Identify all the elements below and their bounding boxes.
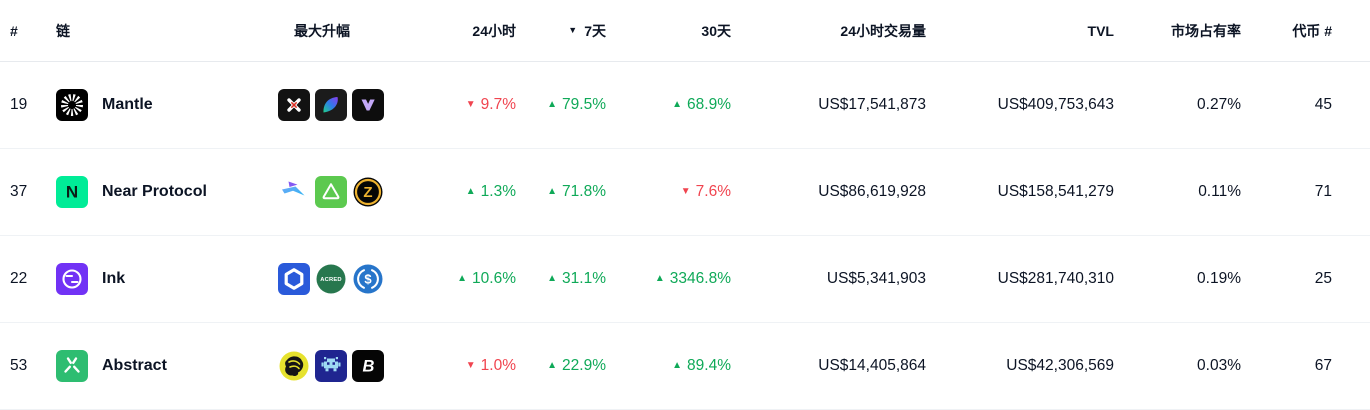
chain-cell[interactable]: N Near Protocol (56, 176, 278, 208)
up-arrow-icon: ▲ (547, 98, 558, 110)
svg-text:B: B (363, 358, 375, 376)
up-arrow-icon: ▲ (547, 185, 558, 197)
up-arrow-icon: ▲ (672, 98, 683, 110)
table-row[interactable]: 37 N Near Protocol Z ▲ 1.3% ▲ 71.8% (0, 149, 1370, 236)
change-7d: ▲ 79.5% (547, 96, 606, 113)
chain-cell[interactable]: Ink (56, 263, 278, 295)
mantle-chain-icon (56, 89, 88, 121)
header-24h-volume[interactable]: 24小时交易量 (840, 22, 926, 39)
table-row[interactable]: 22 Ink ACRED $ ▲ 10.6% ▲ 31.1% (0, 236, 1370, 323)
up-arrow-icon: ▲ (457, 272, 468, 284)
top-gainers-cell: Z (278, 176, 430, 208)
header-market-share[interactable]: 市场占有率 (1171, 22, 1241, 39)
change-7d: ▲ 22.9% (547, 357, 606, 374)
up-arrow-icon: ▲ (672, 359, 683, 371)
change-24h: ▼ 9.7% (465, 96, 516, 113)
volume-24h: US$5,341,903 (826, 270, 926, 287)
top-gainers-cell (278, 89, 430, 121)
up-arrow-icon: ▲ (547, 272, 558, 284)
table-row[interactable]: 19 Mantle ▼ 9.7% ▲ 79.5% ▲ (0, 62, 1370, 149)
gradient-teardrop-token-icon[interactable] (315, 89, 347, 121)
header-rank[interactable]: # (10, 22, 18, 39)
chain-name: Near Protocol (102, 183, 207, 200)
tokens-count: 67 (1314, 357, 1332, 374)
tvl-value: US$281,740,310 (997, 270, 1114, 287)
header-chain[interactable]: 链 (56, 22, 70, 39)
change-30d: ▼ 7.6% (680, 183, 731, 200)
change-24h: ▲ 10.6% (457, 270, 516, 287)
blue-purple-bird-token-icon[interactable] (278, 176, 310, 208)
down-arrow-icon: ▼ (680, 185, 691, 197)
header-tokens-count[interactable]: 代币 # (1292, 22, 1332, 39)
change-7d: ▲ 71.8% (547, 183, 606, 200)
usdc-token-icon[interactable]: $ (352, 263, 384, 295)
header-24h[interactable]: 24小时 (472, 22, 516, 39)
sort-desc-icon: ▼ (568, 24, 578, 35)
header-7d[interactable]: ▼ 7天 (568, 22, 606, 39)
tvl-value: US$42,306,569 (1006, 357, 1114, 374)
ink-chain-icon (56, 263, 88, 295)
header-30d[interactable]: 30天 (701, 22, 731, 39)
market-share: 0.27% (1197, 96, 1241, 113)
change-30d: ▲ 3346.8% (654, 270, 731, 287)
volume-24h: US$86,619,928 (818, 183, 926, 200)
black-x-token-icon[interactable] (278, 89, 310, 121)
change-24h: ▲ 1.3% (465, 183, 516, 200)
green-triangle-token-icon[interactable] (315, 176, 347, 208)
down-arrow-icon: ▼ (465, 98, 476, 110)
rank: 19 (10, 96, 28, 113)
change-30d: ▲ 68.9% (672, 96, 731, 113)
header-top-gainers[interactable]: 最大升幅 (294, 22, 350, 39)
rank-cell: 19 (10, 96, 56, 114)
change-24h: ▼ 1.0% (465, 357, 516, 374)
rank-cell: 53 (10, 357, 56, 375)
change-7d: ▲ 31.1% (547, 270, 606, 287)
yellow-character-token-icon[interactable] (278, 350, 310, 382)
header-tvl[interactable]: TVL (1087, 22, 1114, 39)
rank: 37 (10, 183, 28, 200)
rank-cell: 37 (10, 183, 56, 201)
svg-text:N: N (66, 183, 78, 202)
market-share: 0.19% (1197, 270, 1241, 287)
tvl-value: US$158,541,279 (997, 183, 1114, 200)
purple-v-token-icon[interactable] (352, 89, 384, 121)
chainlink-hexagon-token-icon[interactable] (278, 263, 310, 295)
chain-name: Mantle (102, 96, 153, 113)
svg-text:ACRED: ACRED (320, 277, 342, 283)
rank-cell: 22 (10, 270, 56, 288)
down-arrow-icon: ▼ (465, 359, 476, 371)
rank: 53 (10, 357, 28, 374)
table-header: # 链 最大升幅 24小时 ▼ 7天 30天 24小时交易量 TVL 市场占有率… (0, 0, 1370, 62)
near-chain-icon: N (56, 176, 88, 208)
market-share: 0.11% (1198, 183, 1241, 200)
abstract-chain-icon (56, 350, 88, 382)
black-b-token-icon[interactable]: B (352, 350, 384, 382)
change-30d: ▲ 89.4% (672, 357, 731, 374)
top-gainers-cell: ACRED $ (278, 263, 430, 295)
tokens-count: 71 (1314, 183, 1332, 200)
chain-name: Ink (102, 270, 126, 287)
up-arrow-icon: ▲ (465, 185, 476, 197)
svg-text:Z: Z (363, 184, 372, 201)
chain-name: Abstract (102, 357, 167, 374)
volume-24h: US$14,405,864 (818, 357, 926, 374)
svg-text:$: $ (364, 272, 372, 287)
volume-24h: US$17,541,873 (818, 96, 926, 113)
tvl-value: US$409,753,643 (997, 96, 1114, 113)
market-share: 0.03% (1197, 357, 1241, 374)
zcash-token-icon[interactable]: Z (352, 176, 384, 208)
tokens-count: 45 (1314, 96, 1332, 113)
tokens-count: 25 (1314, 270, 1332, 287)
pixel-creature-token-icon[interactable] (315, 350, 347, 382)
rank: 22 (10, 270, 28, 287)
chain-cell[interactable]: Abstract (56, 350, 278, 382)
acred-token-icon[interactable]: ACRED (315, 263, 347, 295)
up-arrow-icon: ▲ (547, 359, 558, 371)
top-gainers-cell: B (278, 350, 430, 382)
table-row[interactable]: 53 Abstract B ▼ 1.0% ▲ 22.9% (0, 323, 1370, 410)
up-arrow-icon: ▲ (654, 272, 665, 284)
chain-cell[interactable]: Mantle (56, 89, 278, 121)
